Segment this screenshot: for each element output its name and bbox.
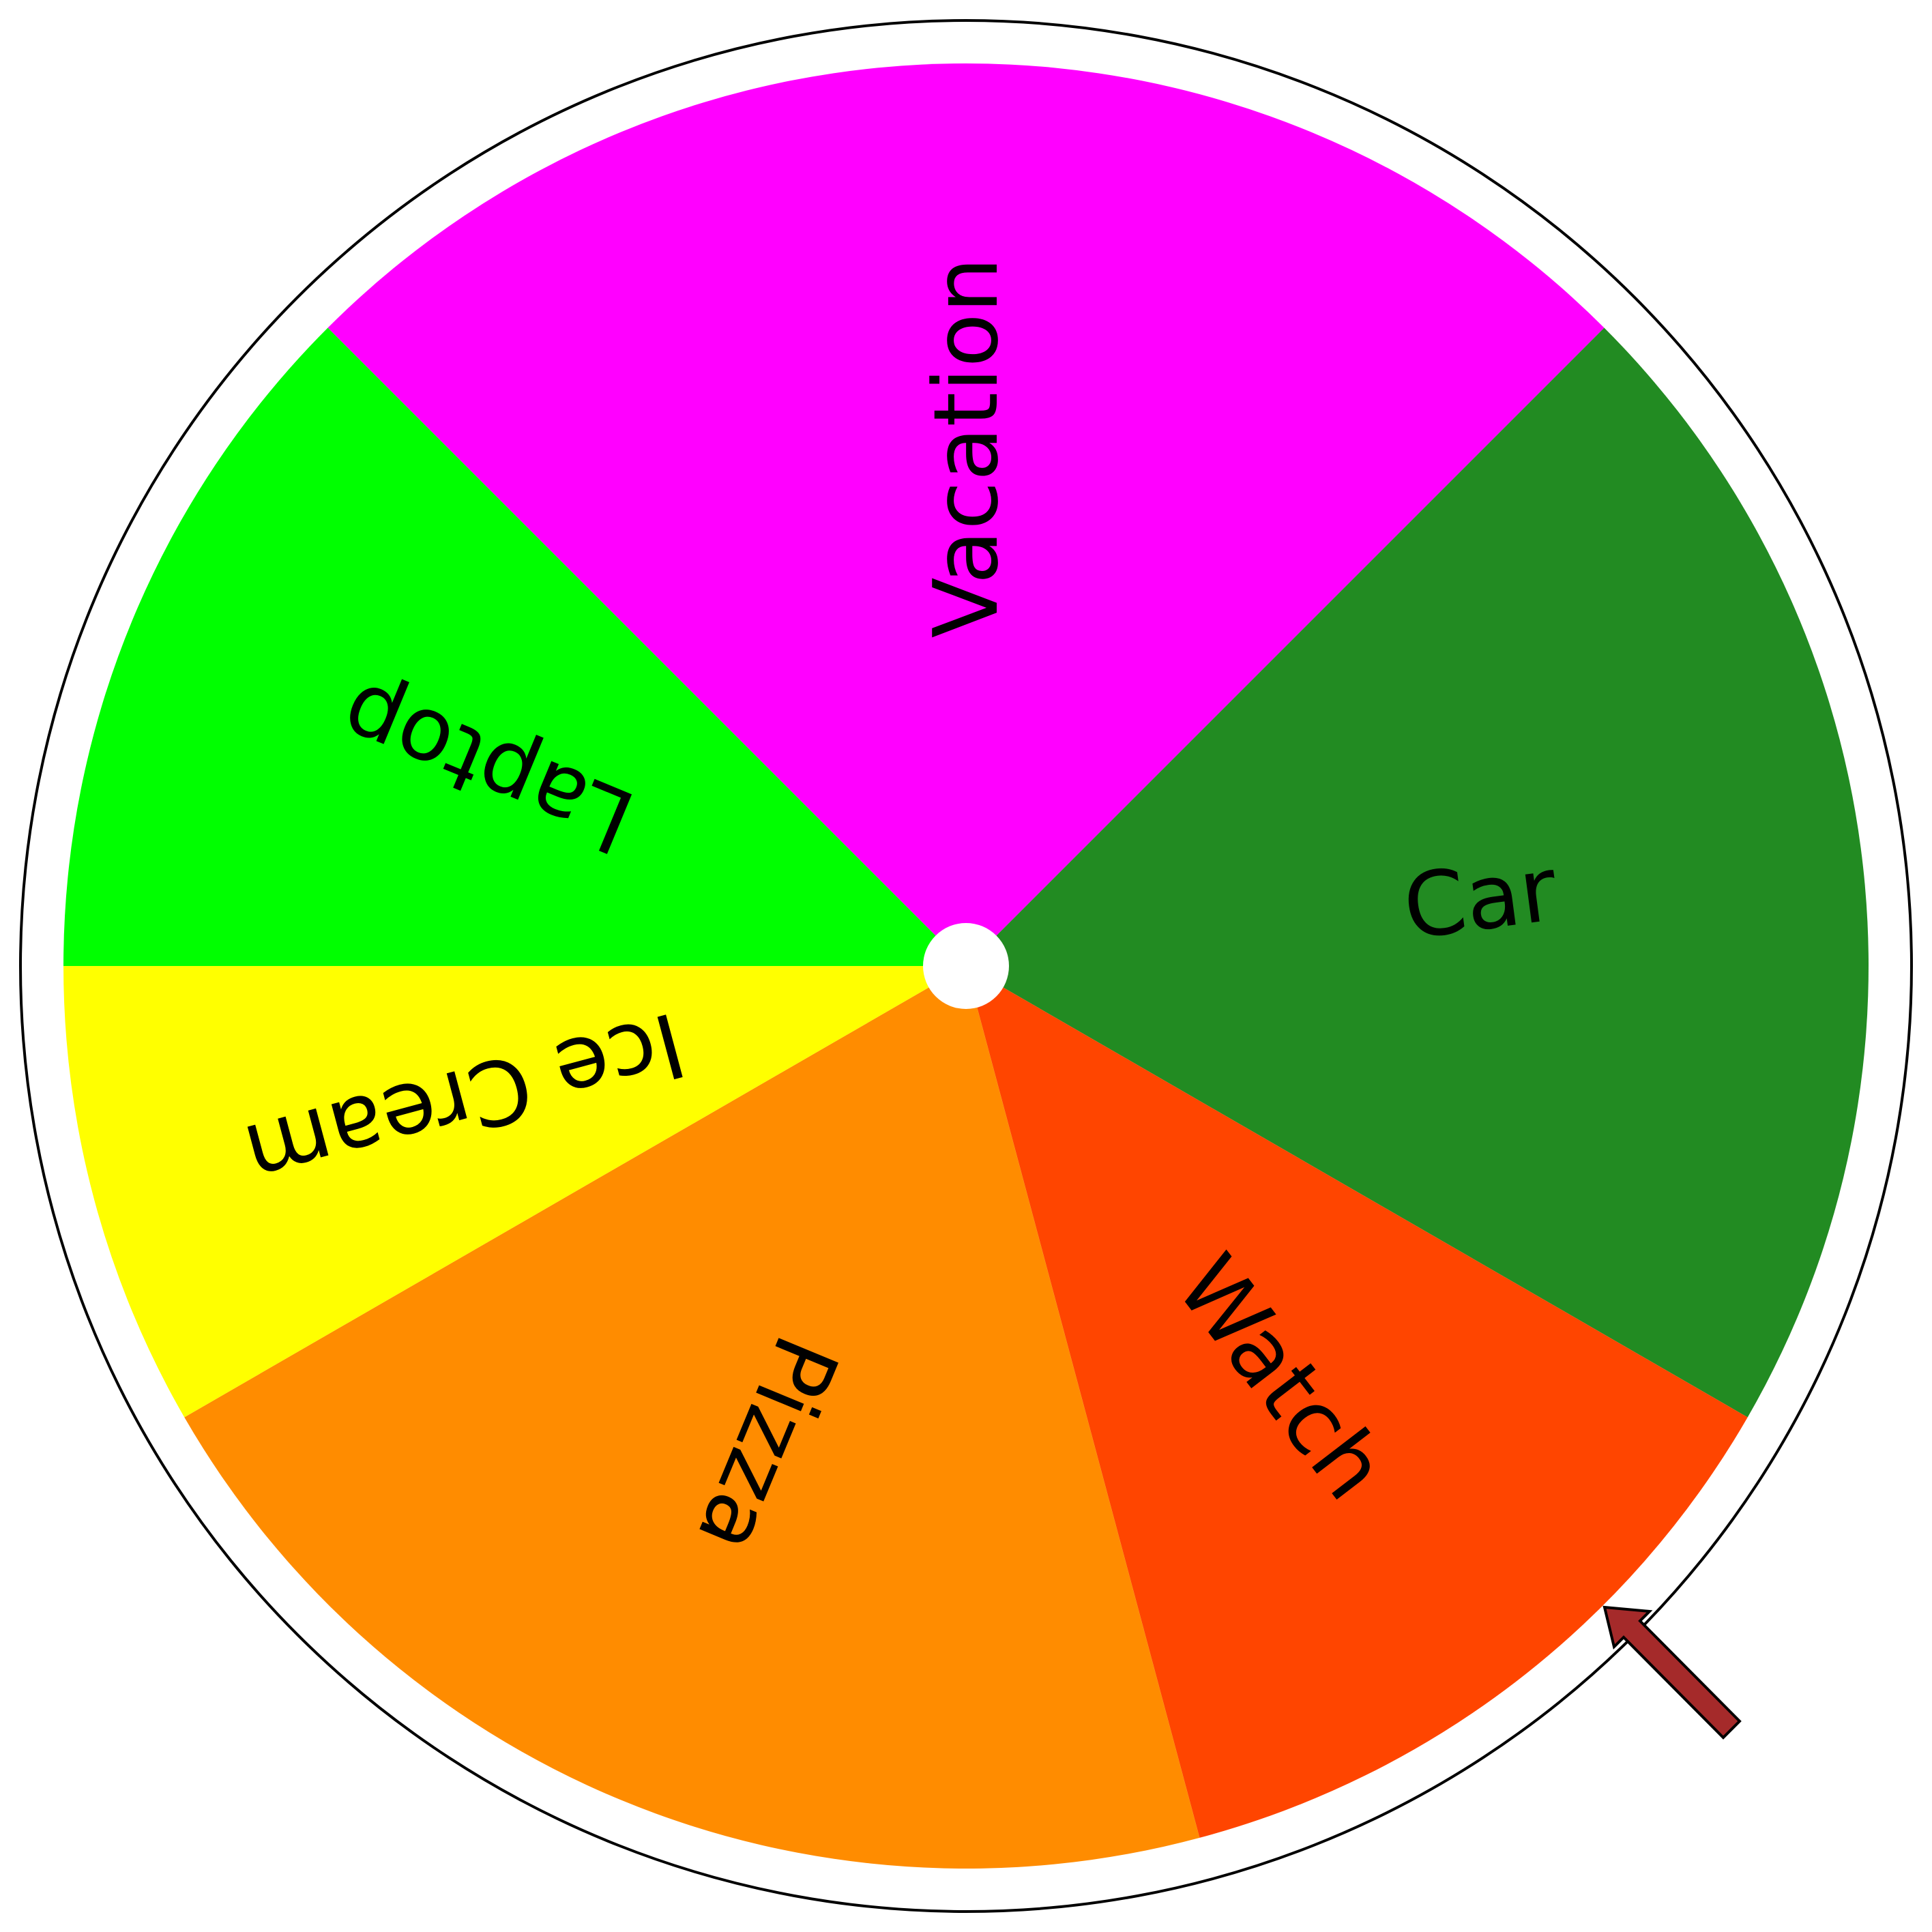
wheel-segment-ice-cream[interactable] bbox=[63, 966, 966, 1418]
wheel-segment-pizza[interactable] bbox=[184, 966, 1200, 1869]
wheel-segment-car[interactable] bbox=[966, 327, 1869, 1418]
wheel-segment-label-vacation: Vacation bbox=[914, 257, 1018, 639]
wheel-segments[interactable] bbox=[63, 63, 1869, 1869]
wheel-hub[interactable] bbox=[923, 923, 1009, 1009]
arrow-pointer-icon bbox=[1602, 1605, 1742, 1740]
wheel-segment-watch[interactable] bbox=[966, 966, 1748, 1838]
wheel-segment-laptop[interactable] bbox=[63, 327, 966, 967]
wheel-segment-vacation[interactable] bbox=[327, 63, 1605, 966]
wheel-segment-label-car: Car bbox=[1398, 837, 1563, 960]
